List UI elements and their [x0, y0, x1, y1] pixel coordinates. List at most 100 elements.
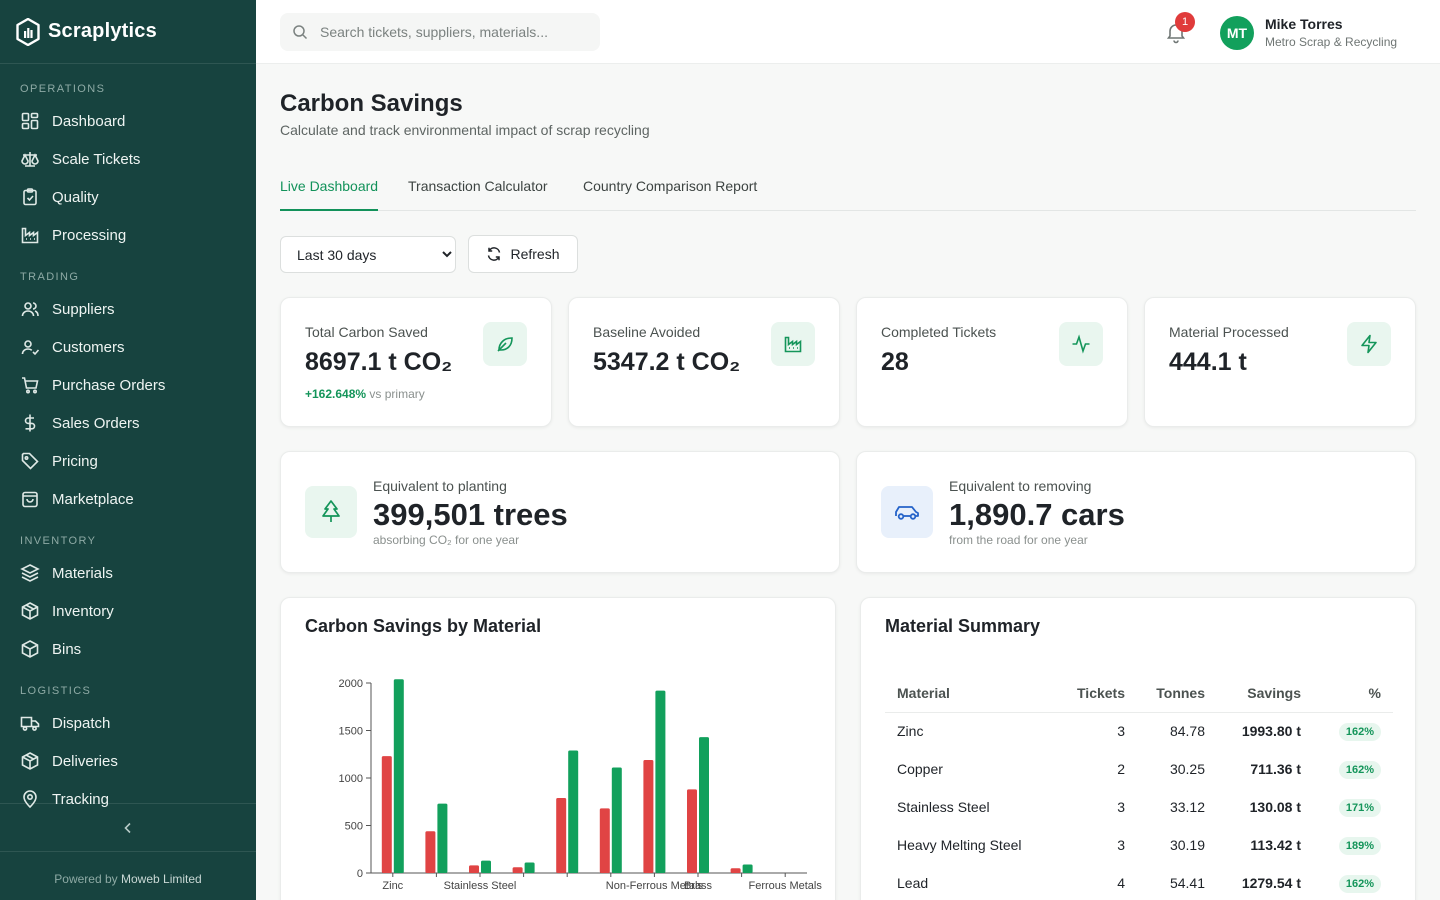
package-check-icon	[21, 752, 39, 770]
sidebar-item-label: Quality	[52, 188, 99, 206]
percent-badge: 162%	[1338, 874, 1381, 893]
kpi-card-baseline-avoided: Baseline Avoided 5347.2 t CO₂	[568, 297, 840, 427]
y-tick-label: 500	[345, 821, 363, 833]
tab-live-dashboard[interactable]: Live Dashboard	[280, 178, 379, 211]
x-tick-label: Brass	[684, 880, 713, 892]
table-row[interactable]: Heavy Melting Steel 3 30.19 113.42 t 189%	[885, 826, 1393, 864]
tickets-cell: 3	[1117, 723, 1125, 740]
sidebar-item-tracking[interactable]: Tracking	[0, 780, 256, 818]
tonnes-cell: 30.25	[1169, 761, 1205, 777]
sidebar-item-marketplace[interactable]: Marketplace	[0, 480, 256, 518]
dollar-icon	[24, 414, 36, 432]
percent-badge: 162%	[1338, 722, 1381, 741]
cart-icon	[22, 377, 39, 394]
column-header-percent[interactable]: %	[1301, 674, 1393, 713]
column-header-tonnes[interactable]: Tonnes	[1125, 674, 1205, 713]
kpi-value: 444.1 t	[1169, 348, 1247, 376]
kpi-value: 5347.2 t CO₂	[593, 348, 741, 376]
tickets-cell: 2	[1117, 761, 1125, 777]
collapse-sidebar-button[interactable]	[0, 804, 256, 852]
percent-badge: 162%	[1338, 760, 1381, 779]
tab-transaction-calculator[interactable]: Transaction Calculator	[408, 178, 548, 194]
summary-title: Material Summary	[885, 616, 1041, 636]
sidebar-item-quality[interactable]: Quality	[0, 178, 256, 216]
sidebar-item-deliveries[interactable]: Deliveries	[0, 742, 256, 780]
material-summary-card: Material Summary Material Tickets Tonnes…	[860, 597, 1416, 900]
column-header-savings[interactable]: Savings	[1205, 674, 1301, 713]
bar-aluminum-series-2	[611, 767, 622, 873]
search-input[interactable]	[320, 24, 580, 40]
factory-icon	[771, 322, 815, 366]
bar-nickel-series-2	[742, 864, 753, 873]
kpi-change-note: vs primary	[369, 387, 425, 401]
sidebar-item-suppliers[interactable]: Suppliers	[0, 290, 256, 328]
user-organization: Metro Scrap & Recycling	[1265, 35, 1398, 49]
refresh-button[interactable]: Refresh	[468, 235, 578, 273]
kpi-change: +162.648% vs primary	[305, 387, 425, 401]
topbar: 1 MT Mike Torres Metro Scrap & Recycling	[256, 0, 1440, 64]
date-range-select[interactable]: Last 30 days	[280, 236, 456, 273]
sidebar-item-sales-orders[interactable]: Sales Orders	[0, 404, 256, 442]
equivalent-value: 1,890.7 cars	[949, 497, 1125, 532]
material-cell: Stainless Steel	[897, 799, 990, 815]
x-tick-label: Non-Ferrous Metals	[606, 880, 704, 892]
sidebar-item-label: Inventory	[52, 602, 114, 620]
sidebar-item-inventory[interactable]: Inventory	[0, 592, 256, 630]
tickets-cell: 4	[1117, 875, 1125, 891]
sidebar-item-customers[interactable]: Customers	[0, 328, 256, 366]
truck-icon	[20, 716, 40, 731]
x-tick-label: Ferrous Metals	[749, 880, 823, 892]
column-header-material[interactable]: Material	[885, 674, 1055, 713]
tab-country-comparison-report[interactable]: Country Comparison Report	[583, 178, 758, 194]
sidebar-item-processing[interactable]: Processing	[0, 216, 256, 254]
sidebar-item-purchase-orders[interactable]: Purchase Orders	[0, 366, 256, 404]
equivalent-note: from the road for one year	[949, 533, 1088, 547]
store-icon	[22, 491, 38, 508]
app-name: Scraplytics	[48, 20, 157, 42]
bar-stainless-steel-series-1	[469, 865, 479, 873]
table-row[interactable]: Lead 4 54.41 1279.54 t 162%	[885, 864, 1393, 900]
scraplytics-logo-icon	[16, 17, 40, 46]
kpi-card-total-carbon-saved: Total Carbon Saved 8697.1 t CO₂ +162.648…	[280, 297, 552, 427]
sidebar-item-dispatch[interactable]: Dispatch	[0, 704, 256, 742]
page-title: Carbon Savings	[280, 90, 463, 117]
search-box[interactable]	[280, 13, 600, 51]
kpi-card-material-processed: Material Processed 444.1 t	[1144, 297, 1416, 427]
brand[interactable]: Scraplytics	[0, 0, 256, 64]
bar-brass-series-1	[687, 789, 697, 873]
percent-cell: 162%	[1301, 750, 1393, 788]
equivalent-label: Equivalent to removing	[949, 478, 1092, 494]
sidebar-item-scale-tickets[interactable]: Scale Tickets	[0, 140, 256, 178]
savings-cell: 1279.54 t	[1241, 875, 1301, 891]
user-name[interactable]: Mike Torres	[1265, 16, 1343, 32]
sidebar-item-materials[interactable]: Materials	[0, 554, 256, 592]
percent-badge: 171%	[1338, 798, 1381, 817]
savings-cell: 113.42 t	[1250, 837, 1301, 853]
scale-icon	[21, 152, 39, 167]
percent-cell: 162%	[1301, 864, 1393, 900]
column-header-tickets[interactable]: Tickets	[1055, 674, 1125, 713]
table-row[interactable]: Copper 2 30.25 711.36 t 162%	[885, 750, 1393, 788]
savings-cell: 130.08 t	[1249, 799, 1301, 815]
material-summary-table: Material Tickets Tonnes Savings % Zinc 3 8…	[885, 674, 1393, 900]
kpi-change-value: +162.648%	[305, 387, 367, 401]
bar-brass-series-2	[699, 737, 709, 873]
avatar[interactable]: MT	[1220, 16, 1254, 50]
bar-non-ferrous-metals-series-1	[643, 759, 654, 873]
tickets-cell: 3	[1117, 799, 1125, 815]
x-tick-label: Stainless Steel	[444, 880, 517, 892]
table-row[interactable]: Zinc 3 84.78 1993.80 t 162%	[885, 712, 1393, 750]
sidebar-item-pricing[interactable]: Pricing	[0, 442, 256, 480]
sidebar-item-dashboard[interactable]: Dashboard	[0, 102, 256, 140]
sidebar-footer: Powered by Moweb Limited	[0, 803, 256, 900]
activity-icon	[1059, 322, 1103, 366]
chart-card: Carbon Savings by Material 0 500 1000 1500 2…	[280, 597, 836, 900]
material-cell: Zinc	[897, 723, 924, 740]
sidebar-item-bins[interactable]: Bins	[0, 630, 256, 668]
table-row[interactable]: Stainless Steel 3 33.12 130.08 t 171%	[885, 788, 1393, 826]
bar-lead-series-1	[556, 797, 567, 873]
powered-by-company[interactable]: Moweb Limited	[121, 872, 202, 886]
search-icon	[293, 25, 308, 40]
bar-non-ferrous-metals-series-2	[655, 690, 666, 873]
sidebar-item-label: Pricing	[52, 452, 98, 470]
